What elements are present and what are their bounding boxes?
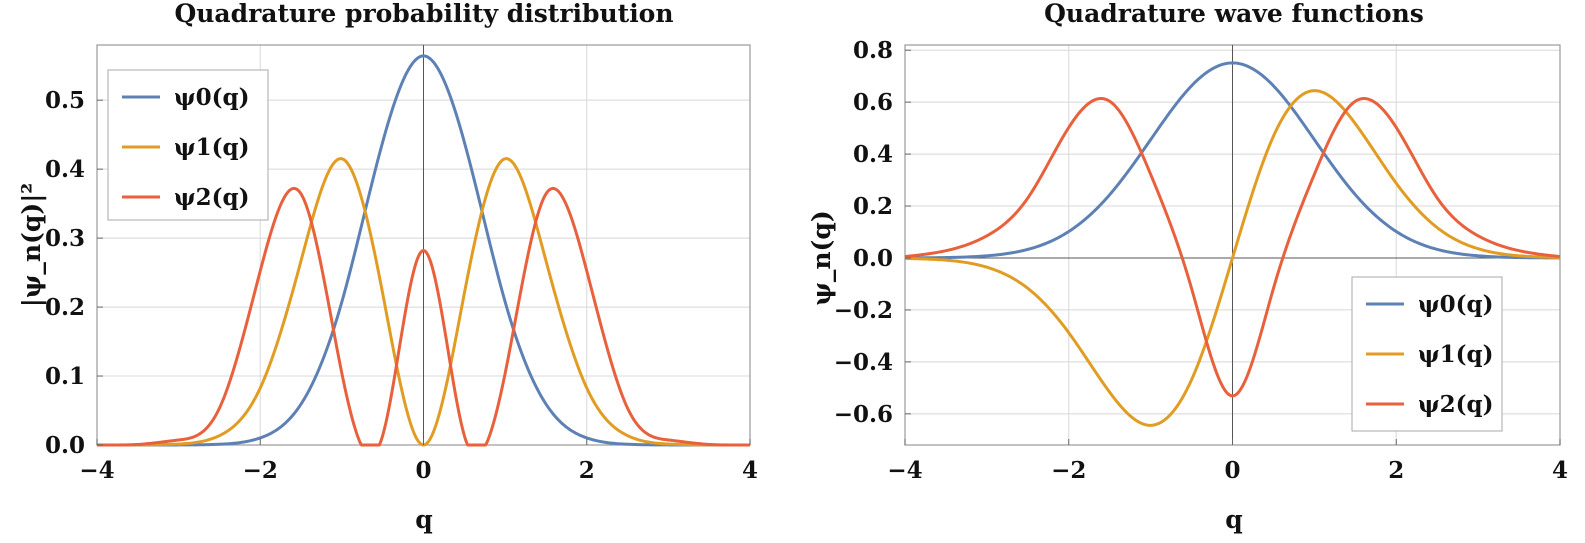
x-tick-label: −4 — [79, 457, 114, 484]
x-tick-label: 4 — [742, 457, 758, 484]
y-tick-label: 0.2 — [853, 193, 893, 220]
y-axis-label-text: |ψ_n(q)|² — [17, 183, 46, 308]
legend: ψ0(q) ψ1(q) ψ2(q) — [1351, 276, 1503, 432]
wavefunction-chart: Quadrature wave functions −4 −2 0 2 4 −0.6 −0.… — [807, 0, 1568, 534]
y-axis-label-text: ψ_n(q) — [807, 210, 836, 305]
y-tick-label: 0.4 — [45, 156, 85, 183]
x-axis-label: q — [1225, 505, 1242, 534]
chart-title: Quadrature wave functions — [1044, 0, 1424, 28]
legend-label: ψ0(q) — [174, 84, 250, 111]
series-line — [97, 186, 750, 447]
x-axis-label: q — [415, 505, 432, 534]
legend-item: ψ0(q) — [122, 84, 250, 111]
x-tick-label: 0 — [1224, 457, 1240, 484]
y-tick-label: 0.8 — [853, 37, 893, 64]
y-axis-label: ψ_n(q) — [807, 210, 836, 305]
y-tick-label: 0.0 — [853, 245, 893, 272]
y-axis-label: |ψ_n(q)|² — [17, 183, 46, 308]
x-tick-label: −2 — [1051, 457, 1086, 484]
x-tick-label: −4 — [887, 457, 922, 484]
y-tick-label: 0.6 — [853, 89, 893, 116]
y-tick-label: 0.0 — [45, 432, 85, 459]
legend-label: ψ1(q) — [1418, 341, 1494, 368]
series-line — [904, 97, 1561, 398]
legend-item: ψ0(q) — [1366, 291, 1494, 318]
legend: ψ0(q) ψ1(q) ψ2(q) — [107, 69, 269, 221]
legend-item: ψ2(q) — [1366, 391, 1494, 418]
x-tick-label: 2 — [579, 457, 595, 484]
legend-label: ψ1(q) — [174, 134, 250, 161]
legend-item: ψ2(q) — [122, 184, 250, 211]
series-line — [904, 89, 1561, 427]
x-tick-label: 4 — [1552, 457, 1568, 484]
y-tick-label: −0.4 — [834, 349, 893, 376]
y-tick-label: −0.6 — [834, 401, 893, 428]
y-tick-label: 0.1 — [45, 363, 85, 390]
y-tick-label: 0.2 — [45, 294, 85, 321]
series-line — [97, 54, 750, 447]
legend-box — [107, 69, 269, 221]
legend-item: ψ1(q) — [122, 134, 250, 161]
legend-label: ψ2(q) — [174, 184, 250, 211]
probability-chart: Quadrature probability distribution −4 −2… — [17, 0, 758, 534]
chart-title: Quadrature probability distribution — [174, 0, 673, 28]
legend-label: ψ0(q) — [1418, 291, 1494, 318]
y-tick-label: 0.5 — [45, 87, 85, 114]
legend-item: ψ1(q) — [1366, 341, 1494, 368]
series-line — [904, 61, 1561, 260]
x-tick-label: 2 — [1388, 457, 1404, 484]
y-tick-label: −0.2 — [834, 297, 893, 324]
legend-label: ψ2(q) — [1418, 391, 1494, 418]
x-tick-label: 0 — [415, 457, 431, 484]
y-tick-label: 0.3 — [45, 225, 85, 252]
y-tick-label: 0.4 — [853, 141, 893, 168]
x-tick-label: −2 — [243, 457, 278, 484]
